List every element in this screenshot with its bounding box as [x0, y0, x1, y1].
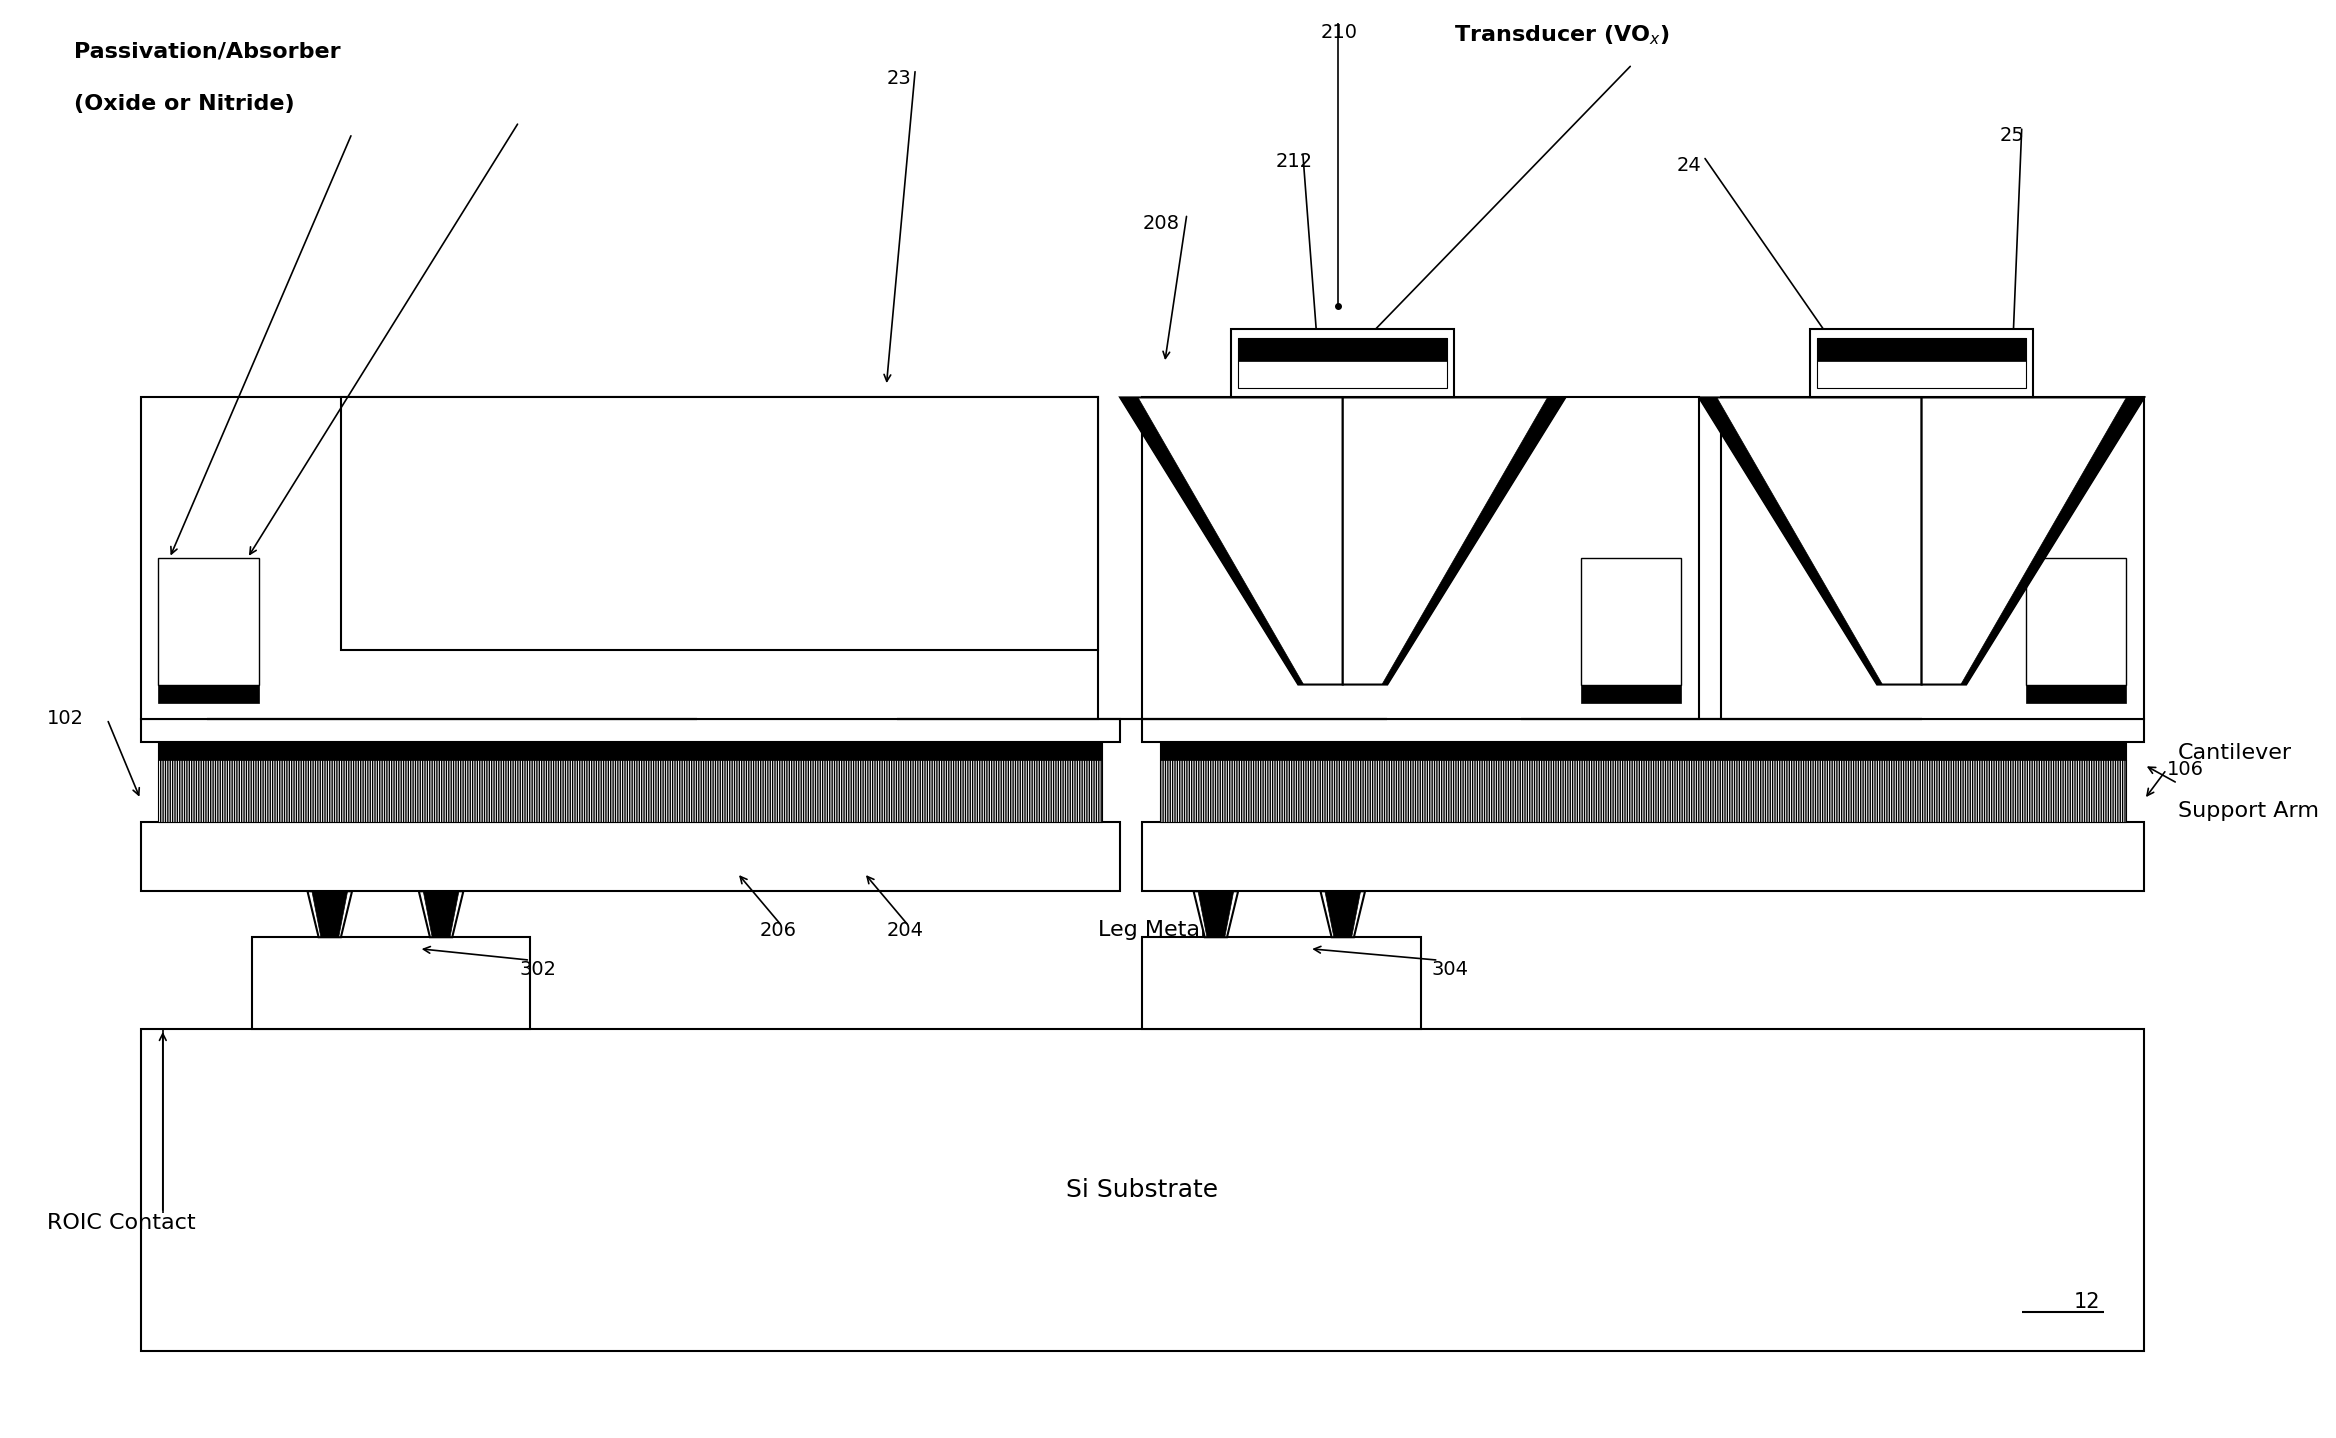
Polygon shape: [1810, 328, 2032, 397]
Text: Leg Metal: Leg Metal: [1098, 920, 1205, 940]
Text: 212: 212: [1275, 151, 1313, 171]
Polygon shape: [1325, 892, 1360, 938]
Polygon shape: [159, 558, 259, 684]
Polygon shape: [1698, 397, 1883, 684]
Text: 210: 210: [1320, 23, 1357, 42]
Text: Passivation/Absorber: Passivation/Absorber: [75, 42, 341, 62]
Polygon shape: [159, 684, 259, 703]
Polygon shape: [1722, 397, 2144, 719]
Polygon shape: [1198, 892, 1233, 938]
Polygon shape: [341, 397, 1098, 650]
Polygon shape: [1581, 684, 1682, 703]
Polygon shape: [159, 742, 1103, 761]
Text: 12: 12: [2074, 1291, 2100, 1311]
Polygon shape: [1231, 328, 1453, 397]
Polygon shape: [2025, 558, 2126, 684]
Text: Support Arm: Support Arm: [2177, 801, 2320, 821]
Text: Si Substrate: Si Substrate: [1065, 1178, 1219, 1202]
Text: 25: 25: [2000, 127, 2025, 145]
Polygon shape: [140, 823, 1121, 892]
Text: Transducer (VO$_x$): Transducer (VO$_x$): [1453, 23, 1670, 46]
Polygon shape: [1121, 397, 1343, 684]
Polygon shape: [252, 938, 530, 1030]
Text: 304: 304: [1432, 961, 1469, 979]
Polygon shape: [140, 1030, 2144, 1350]
Polygon shape: [1383, 397, 1565, 684]
Polygon shape: [418, 892, 463, 938]
Polygon shape: [2025, 684, 2126, 703]
Text: 204: 204: [885, 920, 923, 940]
Polygon shape: [140, 397, 1098, 719]
Polygon shape: [1320, 892, 1364, 938]
Polygon shape: [1960, 397, 2144, 684]
Polygon shape: [1238, 338, 1448, 361]
Polygon shape: [1817, 338, 2025, 361]
Text: 206: 206: [759, 920, 797, 940]
Polygon shape: [1161, 742, 2126, 823]
Polygon shape: [1343, 397, 1565, 684]
Text: 208: 208: [1142, 214, 1180, 233]
Polygon shape: [1194, 892, 1238, 938]
Polygon shape: [1142, 823, 2144, 892]
Polygon shape: [1142, 397, 1698, 719]
Polygon shape: [1698, 397, 1923, 684]
Text: 24: 24: [1677, 157, 1701, 175]
Polygon shape: [1161, 742, 2126, 761]
Polygon shape: [1121, 397, 1303, 684]
Polygon shape: [1923, 397, 2144, 684]
Polygon shape: [1581, 558, 1682, 684]
Polygon shape: [140, 719, 1121, 742]
Polygon shape: [159, 742, 1103, 823]
Polygon shape: [308, 892, 353, 938]
Polygon shape: [313, 892, 348, 938]
Text: (Oxide or Nitride): (Oxide or Nitride): [75, 95, 294, 114]
Text: 106: 106: [2165, 761, 2203, 779]
Polygon shape: [423, 892, 458, 938]
Polygon shape: [1238, 338, 1448, 388]
Polygon shape: [1817, 338, 2025, 388]
Polygon shape: [1142, 938, 1420, 1030]
Text: ROIC Contact: ROIC Contact: [47, 1212, 196, 1232]
Text: 23: 23: [885, 69, 911, 88]
Polygon shape: [1142, 719, 2144, 742]
Text: 302: 302: [519, 961, 556, 979]
Text: Cantilever: Cantilever: [2177, 743, 2292, 764]
Text: 102: 102: [47, 709, 84, 729]
